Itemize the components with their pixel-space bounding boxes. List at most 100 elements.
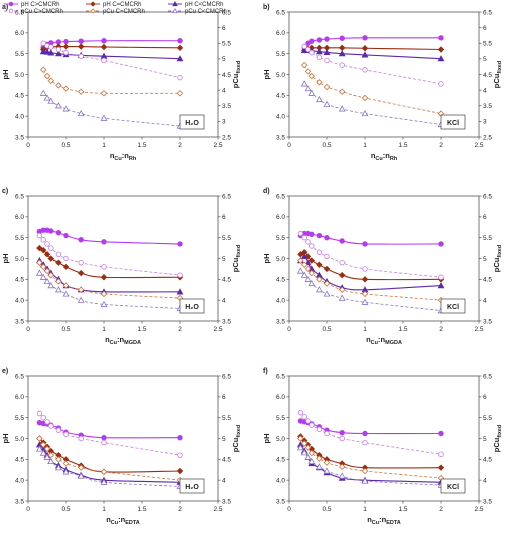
data-point <box>437 46 445 53</box>
data-point <box>323 467 331 474</box>
y2-tick-label: 5 <box>483 436 487 443</box>
y-tick-label: 4.5 <box>276 277 285 284</box>
data-point <box>101 38 107 44</box>
series-line <box>39 413 181 456</box>
y2-tick-label: 5.5 <box>222 235 231 242</box>
series-line <box>300 447 442 486</box>
data-point <box>304 265 312 273</box>
data-point <box>338 271 346 279</box>
y-tick-label: 4.5 <box>276 93 285 100</box>
data-point <box>309 49 315 56</box>
x-tick-label: 1 <box>102 506 106 513</box>
data-point <box>438 241 444 247</box>
x-axis-label: nCu:nEDTA <box>367 515 401 526</box>
data-point <box>308 89 316 96</box>
x-tick-label: 0.5 <box>322 142 331 149</box>
x-tick-label: 0 <box>26 326 30 333</box>
data-point <box>338 105 346 112</box>
medium-box <box>179 298 205 314</box>
data-point <box>55 229 62 236</box>
y2-tick-label: 4 <box>222 87 226 94</box>
data-point <box>101 264 107 270</box>
x-tick-label: 2.5 <box>474 506 483 513</box>
data-point <box>316 54 323 61</box>
data-point <box>39 449 47 456</box>
data-point <box>339 259 345 266</box>
data-point <box>309 231 315 238</box>
panel-label: b) <box>263 4 270 11</box>
series-line <box>299 436 442 469</box>
data-point <box>101 57 107 64</box>
data-point <box>323 290 331 297</box>
y-axis-label: pH <box>262 434 271 444</box>
data-point <box>362 67 368 73</box>
data-point <box>323 83 331 91</box>
data-point <box>63 49 69 56</box>
data-point <box>55 46 62 53</box>
data-point <box>361 94 369 102</box>
y2-tick-label: 6.5 <box>222 373 231 380</box>
y-tick-label: 6.5 <box>15 373 24 380</box>
data-point <box>438 451 444 458</box>
data-point <box>63 431 69 438</box>
y2-tick-label: 6.5 <box>222 9 231 16</box>
y-tick-label: 5.0 <box>276 256 285 263</box>
data-point <box>101 239 107 245</box>
medium-box <box>179 114 205 130</box>
medium-box <box>440 478 466 494</box>
data-point <box>361 477 369 484</box>
chart-panel-f: f)0 0.5 1 1.5 2 2.53.54.04.55.05.56.06.53.544… <box>262 368 503 526</box>
y2-axis-label: pCufixed <box>492 425 503 452</box>
data-point <box>40 40 46 46</box>
data-point <box>177 241 183 247</box>
data-point <box>316 249 323 255</box>
x-tick-label: 1.5 <box>398 506 407 513</box>
y2-tick-label: 6.5 <box>483 373 492 380</box>
data-point <box>47 49 55 56</box>
data-point <box>47 457 55 465</box>
y-tick-label: 4.5 <box>276 457 285 464</box>
x-tick-label: 1.5 <box>398 326 407 333</box>
y-axis-label: pH <box>1 434 10 444</box>
data-point <box>36 232 43 239</box>
data-point <box>39 66 47 74</box>
data-point <box>77 296 85 303</box>
y-tick-label: 3.5 <box>15 318 24 325</box>
y2-tick-label: 2.5 <box>222 134 231 141</box>
legend-label: pCu C>CMCRh <box>21 9 63 15</box>
data-point <box>362 35 368 41</box>
data-point <box>176 55 184 62</box>
y2-tick-label: 6.5 <box>483 193 492 200</box>
y-tick-label: 6.5 <box>276 193 285 200</box>
data-point <box>39 89 47 96</box>
data-point <box>324 234 330 241</box>
y-tick-label: 6.5 <box>276 9 285 16</box>
y-tick-label: 4.5 <box>15 277 24 284</box>
data-point <box>77 464 85 471</box>
data-point <box>55 259 62 266</box>
data-point <box>316 261 323 268</box>
y2-axis-label: pCufixed <box>492 245 503 272</box>
data-point <box>44 241 50 247</box>
y-axis-label: pH <box>1 254 10 264</box>
data-point <box>63 255 69 262</box>
y2-tick-label: 5 <box>222 256 226 263</box>
y-tick-label: 4.0 <box>15 113 24 120</box>
y-tick-label: 4.0 <box>15 297 24 304</box>
y-tick-label: 4.0 <box>276 297 285 304</box>
data-point <box>55 251 62 258</box>
data-point <box>437 281 445 289</box>
data-point <box>62 105 70 112</box>
data-point <box>305 46 311 53</box>
x-tick-label: 2 <box>439 326 443 333</box>
legend-label: pCu C<CMCRh <box>185 9 227 15</box>
data-point <box>338 472 346 479</box>
data-point <box>40 414 46 421</box>
y-tick-label: 5.0 <box>276 436 285 443</box>
medium-box <box>440 298 466 314</box>
data-point <box>315 463 323 470</box>
y-tick-label: 6.0 <box>276 214 285 221</box>
data-point <box>100 114 108 121</box>
y2-axis-label: pCufixed <box>231 61 242 88</box>
